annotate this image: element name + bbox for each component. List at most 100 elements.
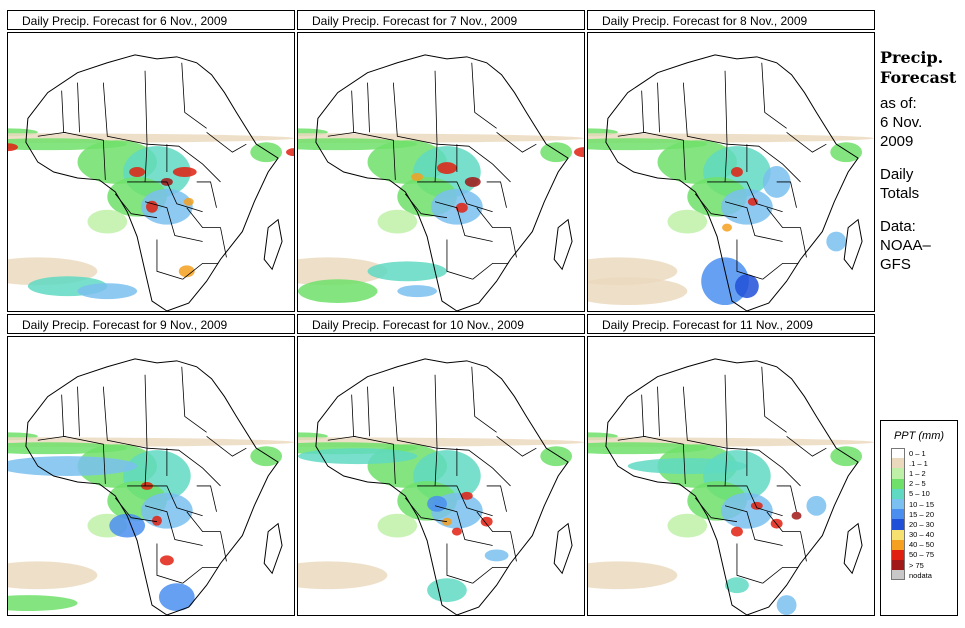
country-border xyxy=(641,394,686,484)
country-border xyxy=(786,131,827,153)
coastline xyxy=(605,358,859,615)
country-border xyxy=(724,505,783,546)
legend-label: 50 – 75 xyxy=(909,550,935,560)
legend-class: 10 – 15 xyxy=(891,498,957,510)
country-border xyxy=(351,394,396,484)
precip-area xyxy=(791,511,802,520)
africa-map xyxy=(298,358,584,615)
precip-area xyxy=(451,527,462,536)
country-border xyxy=(476,207,517,258)
precip-area xyxy=(427,578,467,603)
country-border xyxy=(446,239,473,280)
coastline xyxy=(25,54,279,311)
legend-label: 2 – 5 xyxy=(909,479,926,489)
africa-map xyxy=(8,54,294,311)
coastline xyxy=(315,54,569,311)
precip-area xyxy=(298,561,388,590)
side-caption: Precip. Forecast as of: 6 Nov. 2009 Dail… xyxy=(880,48,964,274)
country-border xyxy=(77,82,80,133)
country-border xyxy=(144,374,148,449)
country-border xyxy=(657,82,660,133)
country-border xyxy=(437,447,511,487)
country-border xyxy=(694,193,738,219)
country-border xyxy=(766,207,807,258)
country-border xyxy=(144,505,203,546)
precip-area xyxy=(250,142,283,163)
legend-class: 15 – 20 xyxy=(891,509,957,520)
precip-area xyxy=(750,501,763,510)
precip-area xyxy=(109,513,146,538)
country-border xyxy=(761,62,787,129)
precip-area xyxy=(427,495,447,512)
precip-area xyxy=(158,583,195,612)
country-border xyxy=(766,511,807,562)
country-border xyxy=(327,131,356,137)
country-border xyxy=(182,566,219,584)
precip-area xyxy=(480,516,493,527)
precip-area xyxy=(721,188,773,225)
precip-area xyxy=(540,446,573,467)
country-border xyxy=(724,374,728,449)
country-border xyxy=(156,543,183,584)
country-border xyxy=(724,70,728,145)
precip-area xyxy=(377,513,418,538)
panel-title: Daily Precip. Forecast for 7 Nov., 2009 xyxy=(297,10,585,30)
legend-swatch xyxy=(891,570,905,581)
precip-map xyxy=(297,32,585,312)
legend-swatch xyxy=(891,560,905,571)
legend-class: 1 – 2 xyxy=(891,468,957,479)
country-border xyxy=(127,181,203,213)
caption-heading-line1: Precip. xyxy=(880,48,944,67)
legend-label: 15 – 20 xyxy=(909,509,935,519)
country-border xyxy=(434,505,493,546)
precip-area xyxy=(159,555,174,566)
precip-map xyxy=(587,336,875,616)
country-border xyxy=(181,62,207,129)
country-border xyxy=(434,374,438,449)
country-border xyxy=(617,131,646,137)
country-border xyxy=(114,193,158,219)
country-border xyxy=(206,131,247,153)
legend-label: 10 – 15 xyxy=(909,499,935,509)
country-border xyxy=(196,485,217,512)
precip-area xyxy=(460,491,473,500)
precip-area xyxy=(151,515,162,526)
legend-class: > 75 xyxy=(891,560,957,571)
forecast-panel-11-nov: Daily Precip. Forecast for 11 Nov., 2009 xyxy=(587,314,875,616)
panel-title: Daily Precip. Forecast for 10 Nov., 2009 xyxy=(297,314,585,334)
legend-swatch xyxy=(891,468,905,479)
country-border xyxy=(367,82,370,133)
country-border xyxy=(37,435,66,441)
country-border xyxy=(724,201,783,242)
country-border xyxy=(127,485,203,517)
legend-label: nodata xyxy=(909,570,932,580)
legend-swatch xyxy=(891,539,905,550)
legend-class: 2 – 5 xyxy=(891,478,957,489)
caption-daily: Daily xyxy=(880,166,914,183)
country-border xyxy=(486,181,507,208)
madagascar-outline xyxy=(553,522,573,575)
legend-swatch xyxy=(891,549,905,561)
country-border xyxy=(476,511,517,562)
country-border xyxy=(472,566,509,584)
country-border xyxy=(437,143,511,183)
legend-swatch xyxy=(891,498,905,510)
country-border xyxy=(186,207,227,258)
precip-area xyxy=(77,283,138,300)
precip-map xyxy=(7,32,295,312)
precip-area xyxy=(411,172,424,181)
precip-area xyxy=(588,561,678,590)
legend-class: 30 – 40 xyxy=(891,529,957,540)
precip-area xyxy=(8,561,98,590)
forecast-panel-6-nov: Daily Precip. Forecast for 6 Nov., 2009 xyxy=(7,10,295,312)
legend-title: PPT (mm) xyxy=(893,430,945,442)
country-border xyxy=(472,262,509,280)
panel-title: Daily Precip. Forecast for 9 Nov., 2009 xyxy=(7,314,295,334)
legend-swatch xyxy=(891,509,905,520)
country-border xyxy=(102,82,148,182)
legend-label: .1 – 1 xyxy=(909,458,928,468)
precip-area xyxy=(464,176,481,187)
caption-asof-label: as of: xyxy=(880,95,917,112)
legend-label: 0 – 1 xyxy=(909,448,926,458)
